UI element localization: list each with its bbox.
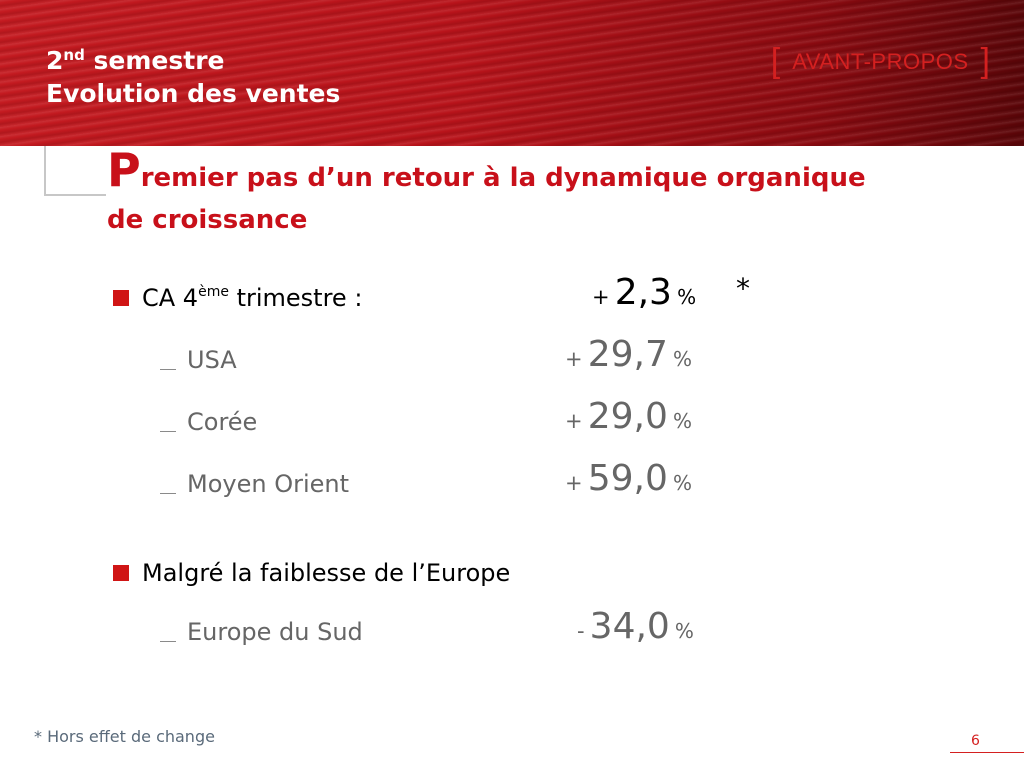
value-unit: %: [672, 347, 692, 371]
section-heading: 2nd semestre Evolution des ventes: [46, 44, 340, 110]
footer-rule: [950, 752, 1024, 753]
page-number: 6: [971, 733, 980, 749]
sub-item-label-usa: USA: [187, 346, 237, 374]
sub-item-dash: [160, 493, 176, 494]
sub-item-label-europe-sud: Europe du Sud: [187, 618, 363, 646]
value-number: 29,0: [587, 396, 668, 437]
value-number: 29,7: [587, 334, 668, 375]
bullet-square: [113, 565, 129, 581]
sub-item-label-moyen-orient: Moyen Orient: [187, 470, 350, 498]
heading-word: semestre: [84, 46, 225, 75]
value-sign: +: [565, 347, 583, 371]
heading-line-2: Evolution des ventes: [46, 79, 341, 108]
sub-item-dash: [160, 369, 176, 370]
ca-ordinal: ème: [198, 284, 229, 300]
slide-title: Premier pas d’un retour à la dynamique o…: [107, 147, 1017, 241]
bullet-square: [113, 290, 129, 306]
sub-item-dash: [160, 641, 176, 642]
value-unit: %: [674, 619, 694, 643]
ca-value: + 2,3 %: [592, 272, 696, 313]
sub-item-value-europe-sud: - 34,0 %: [577, 606, 694, 647]
sub-item-label-coree: Corée: [187, 408, 258, 436]
bullet-label-europe: Malgré la faiblesse de l’Europe: [142, 559, 511, 587]
value-number: 2,3: [614, 272, 672, 313]
value-unit: %: [677, 285, 697, 309]
sub-item-dash: [160, 431, 176, 432]
ca-suffix: trimestre :: [228, 284, 363, 312]
bracket-open: [: [770, 42, 781, 80]
value-sign: +: [565, 409, 583, 433]
heading-number: 2: [46, 46, 64, 75]
section-label: AVANT-PROPOS: [792, 49, 969, 74]
value-sign: +: [592, 285, 610, 309]
ca-prefix: CA 4: [142, 284, 199, 312]
value-sign: +: [565, 471, 583, 495]
value-number: 59,0: [587, 458, 668, 499]
value-number: 34,0: [589, 606, 670, 647]
sub-item-value-coree: + 29,0 %: [565, 396, 692, 437]
value-unit: %: [672, 409, 692, 433]
title-initial-cap: P: [107, 143, 141, 197]
title-corner-decoration: [44, 146, 106, 196]
title-line-2: de croissance: [107, 205, 308, 235]
title-line-1: remier pas d’un retour à la dynamique or…: [140, 163, 866, 193]
header-banner: 2nd semestre Evolution des ventes [ AVANT…: [0, 0, 1024, 146]
value-sign: -: [577, 619, 585, 643]
bracket-close: ]: [980, 42, 990, 80]
section-tag: [ AVANT-PROPOS]: [771, 42, 990, 81]
footnote: * Hors effet de change: [34, 727, 215, 746]
bullet-label-ca: CA 4ème trimestre :: [142, 284, 362, 312]
heading-ordinal: nd: [63, 46, 85, 64]
asterisk-marker: *: [736, 272, 750, 305]
sub-item-value-moyen-orient: + 59,0 %: [565, 458, 692, 499]
heading-line-1: 2nd semestre: [46, 44, 340, 77]
value-unit: %: [672, 471, 692, 495]
sub-item-value-usa: + 29,7 %: [565, 334, 692, 375]
